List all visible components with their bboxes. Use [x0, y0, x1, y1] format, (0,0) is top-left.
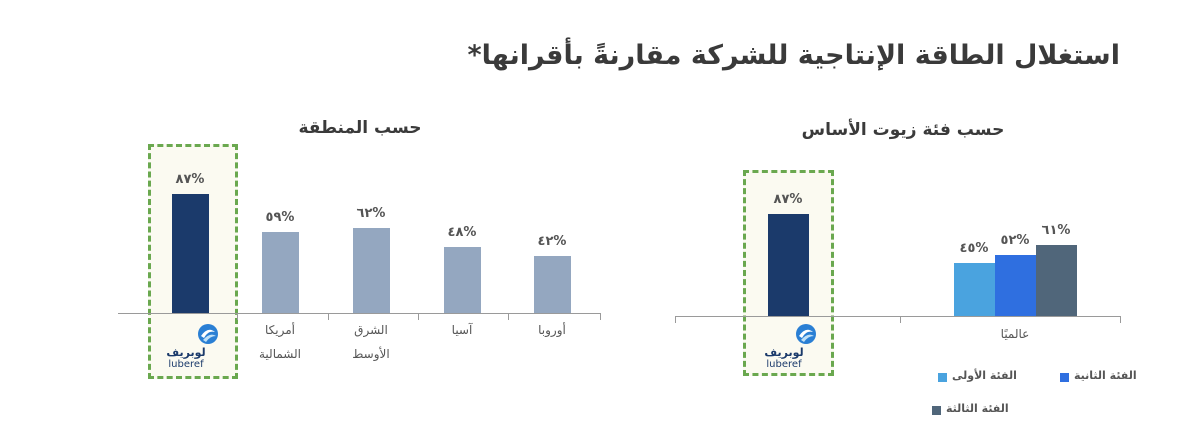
axis-tick — [600, 313, 601, 320]
bar — [953, 263, 995, 316]
bar — [443, 247, 481, 313]
value-label: %٦١ — [1041, 222, 1071, 238]
legend-label: الفئة الثانية — [1074, 369, 1137, 382]
axis-tick — [418, 313, 419, 320]
bar — [352, 228, 390, 313]
value-label: %٥٩ — [265, 210, 295, 226]
value-label: %٤٥ — [959, 241, 989, 257]
x-tick-label: أوروبا — [538, 323, 566, 337]
bar — [1035, 244, 1077, 316]
logo-text: لوبريف — [764, 346, 804, 359]
value-label: %٨٧ — [773, 192, 803, 208]
logo-text: لوبريف — [166, 346, 206, 359]
bar — [171, 193, 209, 313]
axis-tick — [1120, 316, 1121, 323]
bar — [994, 255, 1036, 316]
value-label: %٥٢ — [1000, 233, 1030, 249]
axis-tick — [675, 316, 676, 323]
legend-label: الفئة الأولى — [952, 369, 1017, 382]
axis-line — [675, 316, 1121, 317]
x-tick-label: آسيا — [451, 323, 473, 337]
value-label: %٦٢ — [356, 206, 386, 222]
axis-line — [118, 313, 601, 314]
bar — [261, 232, 299, 313]
legend-swatch — [932, 406, 941, 415]
logo-text: luberef — [766, 359, 802, 370]
x-tick-label: عالميًا — [1000, 327, 1030, 341]
axis-tick — [328, 313, 329, 320]
logo-icon — [198, 324, 218, 344]
x-tick-label: أمريكا الشمالية — [259, 323, 301, 361]
value-label: %٤٨ — [447, 225, 477, 241]
value-label: %٤٢ — [537, 233, 567, 249]
axis-tick — [900, 316, 901, 323]
legend-label: الفئة الثالثة — [946, 402, 1009, 415]
x-tick-label: الشرق الأوسط — [352, 323, 390, 361]
page-title: استغلال الطاقة الإنتاجية للشركة مقارنةً … — [467, 40, 1120, 71]
legend-swatch — [938, 373, 947, 382]
chart-title: حسب المنطقة — [298, 118, 422, 138]
bar — [533, 255, 571, 313]
chart-title: حسب فئة زيوت الأساس — [801, 120, 1005, 140]
bar — [767, 214, 809, 316]
value-label: %٨٧ — [175, 171, 205, 187]
axis-tick — [237, 313, 238, 320]
axis-tick — [508, 313, 509, 320]
logo-icon — [796, 324, 816, 344]
legend-swatch — [1060, 373, 1069, 382]
logo-text: luberef — [168, 359, 204, 370]
